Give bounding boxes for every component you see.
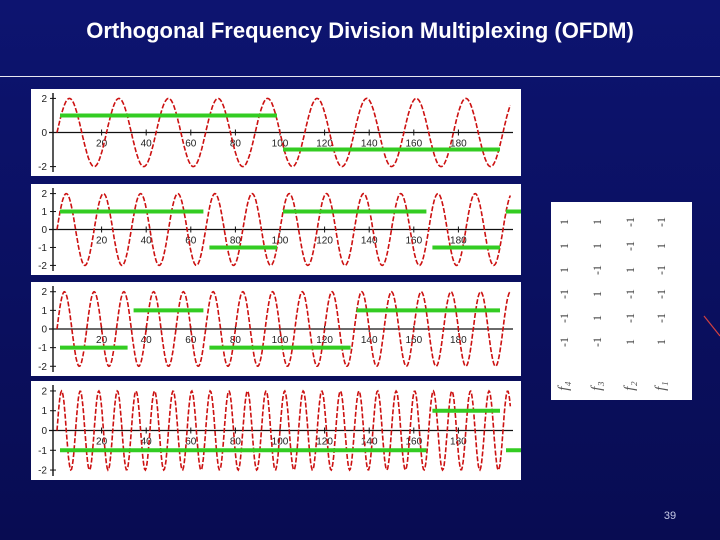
x-tick-label: 160 (405, 236, 422, 247)
x-tick-label: 100 (272, 139, 289, 150)
y-tick-label: -2 (38, 162, 47, 173)
x-tick-label: 160 (405, 139, 422, 150)
matrix-bit-value: -1 (654, 289, 668, 299)
y-tick-label: 1 (41, 406, 47, 417)
matrix-bit-value: 1 (654, 243, 668, 249)
y-tick-label: -2 (38, 362, 47, 373)
matrix-bit-value: 1 (557, 267, 571, 273)
x-tick-label: 120 (316, 437, 333, 448)
x-tick-label: 160 (405, 437, 422, 448)
subcarrier-wave (56, 290, 511, 368)
x-tick-label: 100 (272, 335, 289, 346)
y-tick-label: 0 (41, 128, 47, 139)
matrix-bit-value: -1 (557, 313, 571, 323)
x-tick-label: 140 (361, 437, 378, 448)
x-tick-label: 20 (96, 236, 108, 247)
x-tick-label: 40 (141, 437, 153, 448)
x-tick-label: 60 (185, 437, 197, 448)
matrix-bit-value: 1 (623, 339, 637, 345)
y-tick-label: -1 (38, 343, 47, 354)
y-tick-label: -1 (38, 243, 47, 254)
waveform-panel-2: 2 1 0 -1 -2 20 40 60 80 100 120 140 160 180 (31, 184, 521, 275)
x-tick-label: 120 (316, 139, 333, 150)
x-tick-label: 140 (361, 335, 378, 346)
x-tick-label: 140 (361, 139, 378, 150)
y-tick-label: 2 (41, 189, 47, 200)
x-tick-label: 180 (450, 139, 467, 150)
waveform-panel-3: 2 1 0 -1 -2 20 40 60 80 100 120 140 160 180 (31, 282, 521, 376)
matrix-bit-value: -1 (623, 241, 637, 251)
y-tick-label: 0 (41, 325, 47, 336)
y-tick-label: 2 (41, 386, 47, 397)
y-tick-label: 2 (41, 94, 47, 105)
matrix-bit-value: 1 (557, 219, 571, 225)
matrix-bit-value: -1 (654, 265, 668, 275)
matrix-bit-value: 1 (623, 267, 637, 273)
y-tick-label: -2 (38, 466, 47, 477)
x-tick-label: 100 (272, 437, 289, 448)
x-tick-label: 60 (185, 139, 197, 150)
y-tick-label: 0 (41, 426, 47, 437)
y-tick-label: 0 (41, 225, 47, 236)
bit-matrix: f₄ 1 1 1 -1 -1 -1 f₃ 1 1 -1 1 1 -1 f₂ -1 -1 1 -1 -1 1 f₁ -1 1 -1… (551, 202, 692, 400)
x-tick-label: 40 (141, 335, 153, 346)
x-tick-label: 60 (185, 335, 197, 346)
x-tick-label: 160 (405, 335, 422, 346)
x-tick-label: 40 (141, 139, 153, 150)
matrix-bit-value: -1 (557, 337, 571, 347)
x-tick-label: 120 (316, 335, 333, 346)
matrix-bit-value: -1 (623, 289, 637, 299)
matrix-row-label: f₃ (589, 381, 605, 390)
matrix-bit-value: -1 (623, 217, 637, 227)
x-tick-label: 80 (230, 236, 242, 247)
x-tick-label: 100 (272, 236, 289, 247)
x-tick-label: 20 (96, 437, 108, 448)
subcarrier-wave (56, 389, 512, 472)
y-tick-label: 2 (41, 287, 47, 298)
x-tick-label: 180 (450, 236, 467, 247)
matrix-bit-value: -1 (654, 217, 668, 227)
page-number: 39 (663, 510, 677, 522)
matrix-bit-value: -1 (557, 289, 571, 299)
x-tick-label: 20 (96, 335, 108, 346)
y-tick-label: 1 (41, 306, 47, 317)
matrix-bit-value: -1 (623, 313, 637, 323)
subcarrier-wave (56, 192, 512, 267)
title-divider (0, 76, 720, 77)
x-tick-label: 180 (450, 437, 467, 448)
subcarrier-wave (56, 97, 512, 168)
waveform-panel-1: 2 0 -2 20 40 60 80 100 120 140 160 180 (31, 89, 521, 176)
y-tick-label: 1 (41, 207, 47, 218)
x-tick-label: 40 (141, 236, 153, 247)
slide-title: Orthogonal Frequency Division Multiplexi… (86, 18, 634, 43)
x-tick-label: 180 (450, 335, 467, 346)
matrix-bit-value: -1 (654, 313, 668, 323)
y-tick-label: -1 (38, 446, 47, 457)
x-tick-label: 80 (230, 139, 242, 150)
matrix-bit-value: -1 (590, 337, 604, 347)
x-tick-label: 140 (361, 236, 378, 247)
matrix-bit-value: 1 (590, 291, 604, 297)
matrix-bit-value: 1 (590, 243, 604, 249)
matrix-row-label: f₄ (556, 381, 572, 390)
x-tick-label: 120 (316, 236, 333, 247)
matrix-row-label: f₂ (622, 381, 638, 390)
matrix-bit-value: 1 (590, 219, 604, 225)
matrix-bit-value: -1 (590, 265, 604, 275)
x-tick-label: 80 (230, 437, 242, 448)
x-tick-label: 20 (96, 139, 108, 150)
x-tick-label: 80 (230, 335, 242, 346)
y-tick-label: -2 (38, 261, 47, 272)
matrix-row-label: f₁ (653, 381, 669, 390)
matrix-bit-value: 1 (654, 339, 668, 345)
x-tick-label: 60 (185, 236, 197, 247)
matrix-bit-value: 1 (590, 315, 604, 321)
waveform-panel-4: 2 1 0 -1 -2 20 40 60 80 100 120 140 160 180 (31, 381, 521, 480)
matrix-bit-value: 1 (557, 243, 571, 249)
